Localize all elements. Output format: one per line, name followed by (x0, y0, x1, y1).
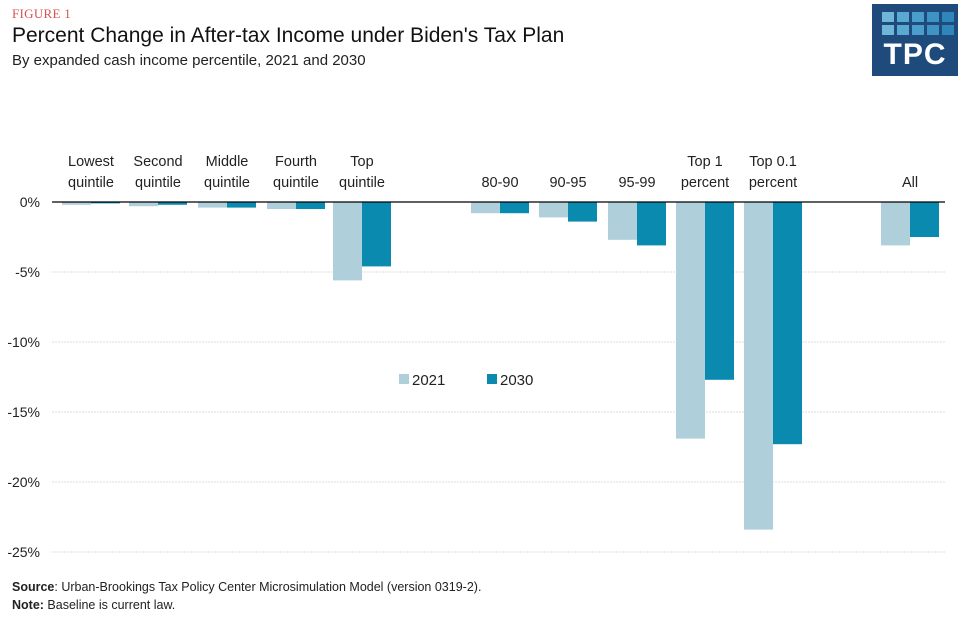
y-tick-label: -25% (7, 544, 40, 560)
bar-2021 (471, 202, 500, 214)
bar-2021 (539, 202, 568, 218)
source-label: Source (12, 580, 55, 594)
category-label: Lowest (68, 154, 114, 170)
category-label: quintile (68, 175, 114, 191)
category-label: Middle (206, 154, 249, 170)
category-label: 90-95 (549, 175, 586, 191)
logo-text: TPC (883, 38, 947, 71)
tpc-logo: TPC (872, 4, 958, 76)
legend-label-2021: 2021 (412, 372, 445, 389)
bar-2030 (158, 202, 187, 205)
category-label: quintile (273, 175, 319, 191)
source-line: Source: Urban-Brookings Tax Policy Cente… (12, 580, 481, 594)
category-label: Top 1 (687, 154, 722, 170)
category-label: Top 0.1 (749, 154, 797, 170)
chart-title: Percent Change in After-tax Income under… (12, 24, 565, 47)
bar-2030 (705, 202, 734, 380)
y-tick-label: -15% (7, 404, 40, 420)
legend-swatch-2030 (487, 374, 497, 384)
bar-2021 (333, 202, 362, 281)
note-text: Baseline is current law. (43, 598, 176, 612)
source-text: : Urban-Brookings Tax Policy Center Micr… (54, 580, 482, 594)
bar-2030 (362, 202, 391, 267)
logo-square (942, 25, 954, 35)
bar-2030 (296, 202, 325, 209)
category-label: quintile (135, 175, 181, 191)
bar-2030 (568, 202, 597, 222)
figure-label: FIGURE 1 (12, 6, 72, 21)
logo-square (927, 25, 939, 35)
bar-2021 (608, 202, 637, 240)
bar-2030 (91, 202, 120, 204)
bar-2021 (62, 202, 91, 205)
bar-2030 (773, 202, 802, 445)
category-label: Second (133, 154, 182, 170)
bar-2021 (129, 202, 158, 207)
bar-2021 (676, 202, 705, 439)
bar-2030 (637, 202, 666, 246)
category-label: Fourth (275, 154, 317, 170)
category-label: percent (681, 175, 729, 191)
logo-square (897, 25, 909, 35)
category-label: quintile (339, 175, 385, 191)
bar-2030 (227, 202, 256, 208)
logo-square (897, 12, 909, 22)
y-tick-label: 0% (20, 194, 40, 210)
chart-subtitle: By expanded cash income percentile, 2021… (12, 52, 366, 69)
logo-square (942, 12, 954, 22)
bar-2021 (744, 202, 773, 530)
logo-square (882, 12, 894, 22)
bar-2021 (267, 202, 296, 209)
bar-2021 (198, 202, 227, 208)
category-label: Top (350, 154, 373, 170)
bar-2030 (500, 202, 529, 214)
category-label: 95-99 (618, 175, 655, 191)
logo-square (882, 25, 894, 35)
note-label: Note: (12, 598, 44, 612)
bar-2030 (910, 202, 939, 237)
category-label: 80-90 (481, 175, 518, 191)
note-line: Note: Baseline is current law. (12, 598, 175, 612)
y-tick-label: -10% (7, 334, 40, 350)
y-tick-label: -5% (15, 264, 40, 280)
logo-square (912, 25, 924, 35)
legend-swatch-2021 (399, 374, 409, 384)
logo-grid-icon (882, 12, 954, 35)
legend-label-2030: 2030 (500, 372, 533, 389)
logo-square (927, 12, 939, 22)
bar-2021 (881, 202, 910, 246)
y-tick-label: -20% (7, 474, 40, 490)
logo-square (912, 12, 924, 22)
category-label: All (902, 175, 918, 191)
category-label: quintile (204, 175, 250, 191)
category-label: percent (749, 175, 797, 191)
